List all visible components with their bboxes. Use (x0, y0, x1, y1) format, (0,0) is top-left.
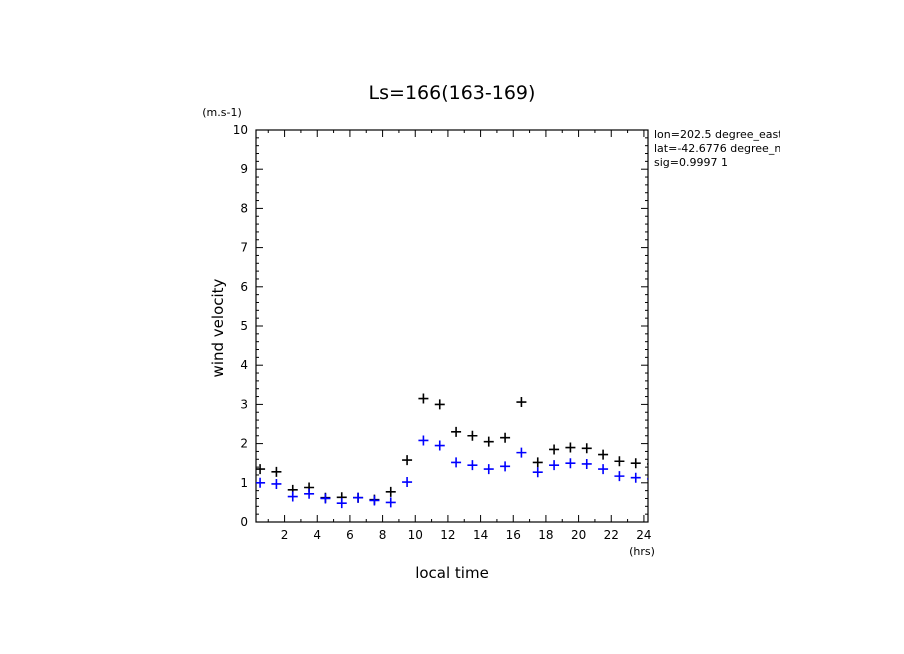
y-tick-label: 7 (240, 241, 248, 255)
data-point (549, 460, 560, 471)
y-unit: (m.s-1) (202, 106, 242, 119)
data-point (385, 486, 396, 497)
data-point (271, 466, 282, 477)
x-tick-label: 22 (604, 528, 619, 542)
y-tick-label: 3 (240, 397, 248, 411)
data-point (630, 472, 641, 483)
data-point (581, 458, 592, 469)
data-point (418, 435, 429, 446)
annotation-lon: lon=202.5 degree_east (654, 128, 783, 141)
data-point (483, 464, 494, 475)
data-point (516, 397, 527, 408)
y-tick-label: 4 (240, 358, 248, 372)
data-point (614, 456, 625, 467)
data-point (630, 458, 641, 469)
data-point (353, 492, 364, 503)
x-tick-label: 20 (571, 528, 586, 542)
data-point (336, 498, 347, 509)
x-tick-label: 10 (408, 528, 423, 542)
x-axis-label: local time (415, 564, 489, 582)
data-marks (256, 393, 648, 509)
data-point (516, 447, 527, 458)
data-point (434, 440, 445, 451)
annotation-block: lon=202.5 degree_east lat=-42.6776 degre… (654, 128, 804, 169)
x-tick-label: 6 (346, 528, 354, 542)
data-point (451, 426, 462, 437)
data-point (532, 467, 543, 478)
data-point (287, 491, 298, 502)
data-point (256, 477, 266, 488)
x-tick-label: 24 (636, 528, 651, 542)
y-tick-label: 9 (240, 162, 248, 176)
data-point (500, 461, 511, 472)
x-tick-label: 16 (506, 528, 521, 542)
annotation-sig: sig=0.9997 1 (654, 156, 728, 169)
data-point (598, 464, 609, 475)
data-point (271, 478, 282, 489)
data-point (451, 457, 462, 468)
data-point (532, 457, 543, 468)
x-tick-label: 18 (538, 528, 553, 542)
x-tick-label: 2 (281, 528, 289, 542)
y-tick-label: 2 (240, 437, 248, 451)
series-2 (256, 435, 648, 509)
data-point (369, 495, 380, 506)
y-tick-label: 5 (240, 319, 248, 333)
axis-ticks (256, 129, 648, 523)
y-axis-label: wind velocity (209, 278, 227, 377)
data-point (402, 477, 413, 488)
data-point (467, 460, 478, 471)
data-point (565, 442, 576, 453)
data-point (565, 458, 576, 469)
annotation-lat: lat=-42.6776 degree_north (654, 142, 804, 155)
data-point (256, 464, 266, 475)
data-point (304, 488, 315, 499)
data-point (500, 432, 511, 443)
data-point (385, 497, 396, 508)
y-tick-label: 1 (240, 476, 248, 490)
series-1 (256, 393, 648, 505)
chart-title: Ls=166(163-169) (369, 82, 536, 104)
y-tick-label: 10 (233, 123, 248, 137)
data-point (581, 443, 592, 454)
x-tick-label: 4 (313, 528, 321, 542)
x-tick-label: 14 (473, 528, 488, 542)
x-unit: (hrs) (629, 545, 655, 558)
data-point (467, 430, 478, 441)
x-tick-label: 12 (440, 528, 455, 542)
data-point (320, 493, 331, 504)
y-tick-label: 8 (240, 201, 248, 215)
y-tick-label: 6 (240, 280, 248, 294)
data-point (598, 449, 609, 460)
data-point (483, 436, 494, 447)
data-point (402, 455, 413, 466)
data-point (614, 471, 625, 482)
data-point (434, 399, 445, 410)
data-point (549, 444, 560, 455)
x-tick-label: 8 (379, 528, 387, 542)
y-tick-label: 0 (240, 515, 248, 529)
data-point (418, 393, 429, 404)
